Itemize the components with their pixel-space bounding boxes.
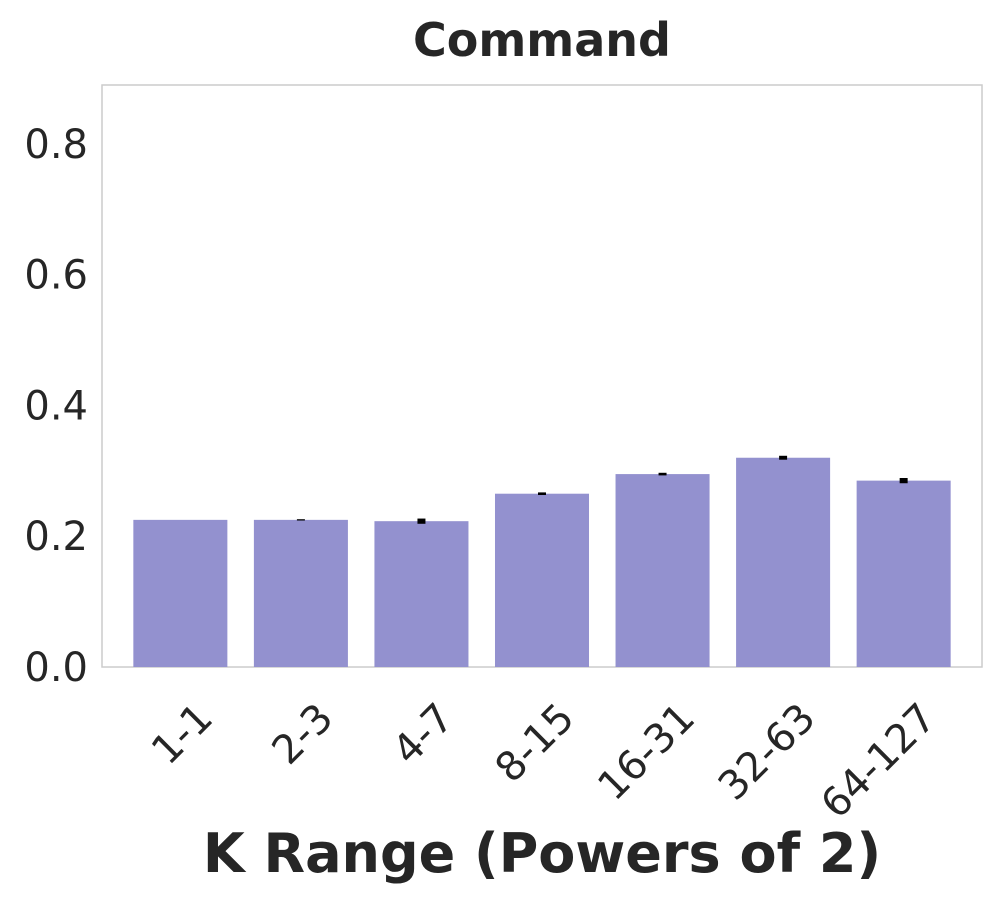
bars-group [133,457,951,667]
x-tick-label: 16-31 [589,695,704,810]
y-tick-label: 0.8 [24,122,88,168]
bar-2-3 [253,519,348,667]
error-bars-group [296,455,908,524]
x-axis-label: K Range (Powers of 2) [203,822,881,885]
x-tick-label: 8-15 [487,695,584,792]
y-tick-label: 0.0 [24,645,88,691]
y-tick-label: 0.4 [24,383,88,429]
x-tick-label: 4-7 [384,695,463,774]
y-tick-label: 0.2 [24,514,88,560]
bar-1-1 [133,519,228,667]
y-tick-label: 0.6 [24,253,88,299]
x-tick-label: 64-127 [812,695,945,828]
x-tick-label: 2-3 [264,695,343,774]
x-tick-label: 32-63 [710,695,825,810]
bar-16-31 [615,474,710,667]
y-axis-ticks: 0.0 0.2 0.4 0.6 0.8 [24,122,88,691]
bar-4-7 [374,521,469,667]
bar-8-15 [494,493,590,667]
bar-64-127 [856,480,951,667]
bar-32-63 [736,457,831,667]
chart-title: Command [413,13,671,67]
x-tick-label: 1-1 [143,695,222,774]
